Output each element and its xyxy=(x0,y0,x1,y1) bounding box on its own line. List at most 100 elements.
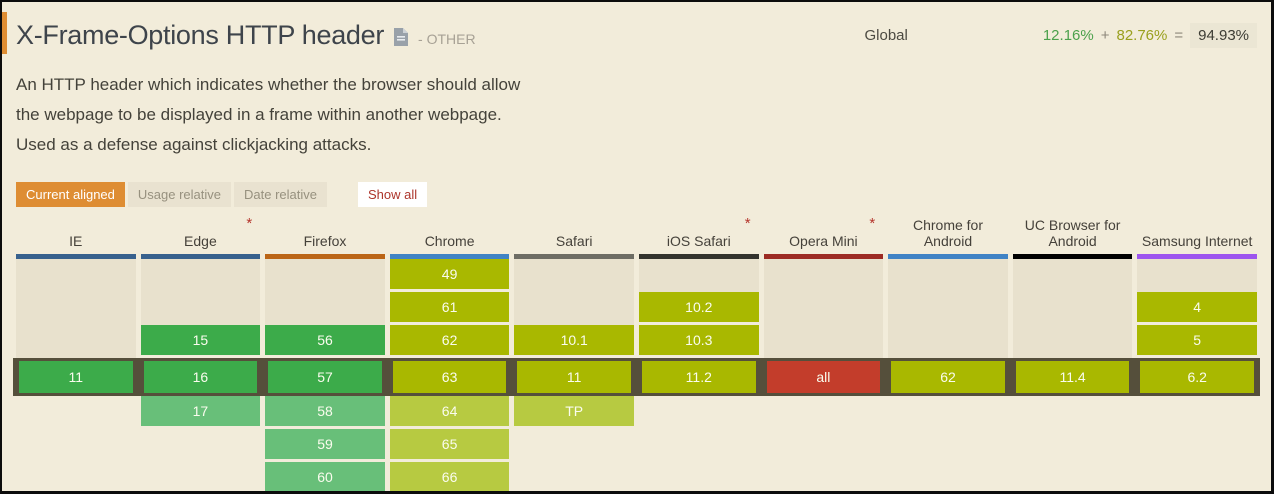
browser-accent-bar xyxy=(16,254,136,259)
show-all-button[interactable]: Show all xyxy=(357,182,428,207)
category-label: - OTHER xyxy=(418,30,476,47)
browser-accent-bar xyxy=(888,254,1008,259)
browser-accent-bar xyxy=(1137,254,1257,259)
support-cell-safari-11[interactable]: 11 xyxy=(514,358,634,396)
support-cell-samsung-internet-6-2[interactable]: 6.2 xyxy=(1137,358,1257,396)
support-cell-samsung-internet-4[interactable]: 4 xyxy=(1137,292,1257,322)
support-cell-empty xyxy=(639,462,759,491)
note-asterisk: * xyxy=(246,215,253,232)
stat-plus-sign: + xyxy=(1100,26,1110,44)
support-cell-edge-15[interactable]: 15 xyxy=(140,325,261,355)
support-cell-empty xyxy=(638,259,759,292)
column-header-chrome-for-android: Chrome for Android xyxy=(888,217,1008,259)
browser-accent-bar xyxy=(514,254,634,259)
header: X-Frame-Options HTTP header - OTHER Glob… xyxy=(2,2,1271,58)
column-header-samsung-internet: Samsung Internet xyxy=(1137,217,1257,259)
support-cell-empty xyxy=(16,462,136,491)
browser-name: Chrome for Android xyxy=(912,217,983,249)
stat-partial-support: 82.76% xyxy=(1116,26,1168,44)
note-asterisk: * xyxy=(744,215,751,232)
support-cell-safari-10-1[interactable]: 10.1 xyxy=(514,325,634,355)
view-toolbar: Current aligned Usage relative Date relati… xyxy=(16,182,1257,207)
support-cell-empty xyxy=(639,396,759,429)
support-cell-empty xyxy=(16,259,136,292)
support-cell-safari-tp[interactable]: TP xyxy=(514,396,634,426)
support-cell-ios-safari-10-2[interactable]: 10.2 xyxy=(638,292,759,322)
browser-accent-bar xyxy=(140,254,261,259)
support-cell-empty xyxy=(141,462,261,491)
browser-accent-bar xyxy=(763,254,884,259)
support-cell-chrome-64[interactable]: 64 xyxy=(389,396,510,426)
title-group: X-Frame-Options HTTP header - OTHER xyxy=(16,20,864,51)
support-cell-ios-safari-10-3[interactable]: 10.3 xyxy=(638,325,759,355)
support-cell-firefox-58[interactable]: 58 xyxy=(265,396,385,426)
support-cell-chrome-61[interactable]: 61 xyxy=(389,292,510,322)
support-cell-empty xyxy=(1012,259,1133,292)
support-cell-empty xyxy=(888,259,1008,292)
browser-name: iOS Safari xyxy=(666,233,731,249)
browser-name: Chrome xyxy=(424,233,475,249)
support-grid: 49 61 10.2 4 15 56 62 10.1 10.3 5 11 16 57 63 11 11.2 al… xyxy=(13,259,1260,491)
support-cell-chrome-66[interactable]: 66 xyxy=(389,462,510,491)
support-cell-empty xyxy=(888,325,1008,358)
support-cell-empty xyxy=(140,259,261,292)
support-cell-samsung-internet-5[interactable]: 5 xyxy=(1137,325,1257,355)
support-cell-empty xyxy=(1013,429,1133,462)
support-cell-firefox-60[interactable]: 60 xyxy=(265,462,385,491)
support-cell-firefox-57[interactable]: 57 xyxy=(265,358,385,396)
support-cell-edge-17[interactable]: 17 xyxy=(140,396,261,426)
support-cell-ios-safari-11-2[interactable]: 11.2 xyxy=(638,358,759,396)
column-header-ios-safari: iOS Safari * xyxy=(638,215,759,259)
support-cell-empty xyxy=(141,429,261,462)
tab-current-aligned[interactable]: Current aligned xyxy=(16,182,125,207)
global-label: Global xyxy=(864,26,908,44)
support-cell-empty xyxy=(16,292,136,325)
column-header-uc-browser-for-android: UC Browser for Android xyxy=(1012,217,1133,259)
support-cell-empty xyxy=(1012,325,1133,358)
browser-accent-bar xyxy=(265,254,385,259)
support-cell-empty xyxy=(514,292,634,325)
support-cell-empty xyxy=(763,292,884,325)
stat-equals-sign: = xyxy=(1174,26,1184,44)
tab-date-relative[interactable]: Date relative xyxy=(234,182,327,207)
browser-accent-bar xyxy=(638,254,759,259)
support-cell-chrome-63[interactable]: 63 xyxy=(389,358,510,396)
support-cell-chrome-for-android-62[interactable]: 62 xyxy=(888,358,1008,396)
support-cell-chrome-62[interactable]: 62 xyxy=(389,325,510,355)
browser-name: Firefox xyxy=(303,233,347,249)
support-cell-empty xyxy=(514,259,634,292)
support-cell-empty xyxy=(16,429,136,462)
usage-stats: 12.16% + 82.76% = 94.93% xyxy=(1042,22,1257,48)
support-cell-ie-11[interactable]: 11 xyxy=(16,358,136,396)
support-cell-empty xyxy=(888,429,1008,462)
browser-accent-bar xyxy=(1012,254,1133,259)
support-cell-empty xyxy=(1137,396,1257,429)
support-cell-empty xyxy=(140,292,261,325)
column-header-opera-mini: Opera Mini * xyxy=(763,215,884,259)
browser-name: UC Browser for Android xyxy=(1024,217,1121,249)
column-header-ie: IE xyxy=(16,217,136,259)
browser-name: Opera Mini xyxy=(789,233,858,249)
tab-usage-relative[interactable]: Usage relative xyxy=(127,182,231,207)
support-cell-empty xyxy=(763,259,884,292)
title-accent-bar xyxy=(2,12,7,54)
support-cell-uc-browser-for-android-11-4[interactable]: 11.4 xyxy=(1012,358,1133,396)
support-cell-empty xyxy=(888,292,1008,325)
support-cell-empty xyxy=(888,462,1008,491)
support-cell-edge-16[interactable]: 16 xyxy=(140,358,261,396)
support-cell-chrome-49[interactable]: 49 xyxy=(389,259,510,289)
support-cell-firefox-56[interactable]: 56 xyxy=(265,325,385,355)
support-cell-empty xyxy=(1013,396,1133,429)
support-cell-empty xyxy=(265,259,385,292)
support-cell-opera-mini-all[interactable]: all xyxy=(763,358,884,396)
feature-description: An HTTP header which indicates whether t… xyxy=(16,75,521,154)
browser-name: Edge xyxy=(184,233,217,249)
support-cell-empty xyxy=(265,292,385,325)
page-title: X-Frame-Options HTTP header xyxy=(16,19,385,50)
support-cell-chrome-65[interactable]: 65 xyxy=(389,429,510,459)
column-header-safari: Safari xyxy=(514,217,634,259)
stat-full-support: 12.16% xyxy=(1042,26,1094,44)
column-header-firefox: Firefox xyxy=(265,217,385,259)
support-cell-firefox-59[interactable]: 59 xyxy=(265,429,385,459)
